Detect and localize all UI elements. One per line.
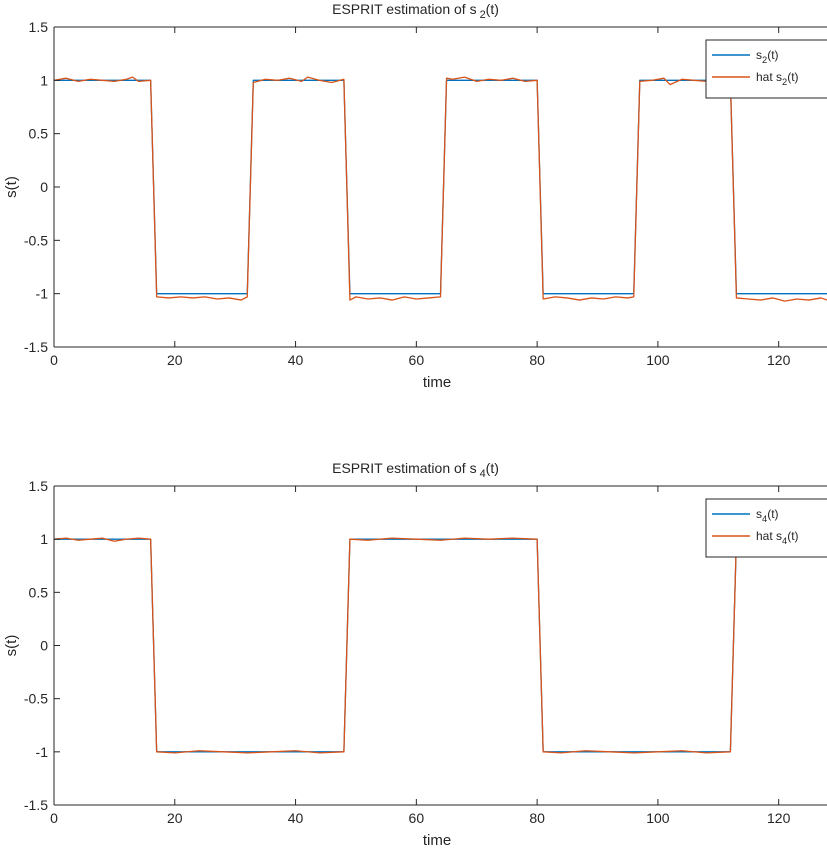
legend-label-0: s4(t) bbox=[756, 507, 779, 524]
x-tick-label: 80 bbox=[529, 810, 545, 826]
y-tick-label: -1.5 bbox=[24, 339, 48, 355]
title-tail: (t) bbox=[486, 460, 499, 476]
title-tail: (t) bbox=[486, 1, 499, 17]
x-tick-label: 100 bbox=[646, 352, 670, 368]
y-tick-label: -0.5 bbox=[24, 691, 48, 707]
x-tick-label: 0 bbox=[50, 352, 58, 368]
chart-s4: 0 20 40 60 80 100 120 1.5 1 0.5 0 -0.5 -1 -1.5 ESPRIT … bbox=[3, 460, 827, 849]
x-tick-label: 80 bbox=[529, 352, 545, 368]
y-tick-label: 0.5 bbox=[29, 584, 49, 600]
x-tick-label: 100 bbox=[646, 810, 670, 826]
y-tick-label: 1 bbox=[40, 72, 48, 88]
y-tick-label: -1 bbox=[36, 744, 49, 760]
legend-label-main: hat s bbox=[756, 70, 782, 84]
legend-label-tail: (t) bbox=[767, 48, 778, 62]
legend-box bbox=[705, 498, 827, 558]
x-tick-label: 40 bbox=[288, 810, 304, 826]
x-tick-label: 40 bbox=[288, 352, 304, 368]
x-tick-label: 20 bbox=[167, 352, 183, 368]
legend-box bbox=[705, 39, 827, 99]
legend: s2(t)hat s2(t) bbox=[705, 39, 827, 99]
legend-label-tail: (t) bbox=[787, 529, 798, 543]
legend-label-main: s bbox=[756, 48, 762, 62]
series-line-1 bbox=[53, 537, 827, 754]
x-tick-label: 120 bbox=[767, 352, 791, 368]
x-tick-label: 120 bbox=[767, 810, 791, 826]
legend-label-main: s bbox=[756, 507, 762, 521]
x-axis-label: time bbox=[423, 832, 451, 849]
y-tick-label: -1.5 bbox=[24, 797, 48, 813]
y-tick-label: 0.5 bbox=[29, 126, 49, 142]
y-tick-label: 0 bbox=[40, 179, 48, 195]
x-tick-label: 20 bbox=[167, 810, 183, 826]
y-tick-label: 1.5 bbox=[29, 478, 49, 494]
title-main: ESPRIT estimation of s bbox=[332, 1, 476, 17]
y-tick-label: 1 bbox=[40, 531, 48, 547]
y-tick-label: 0 bbox=[40, 638, 48, 654]
legend-label-1: hat s2(t) bbox=[756, 70, 799, 87]
chart-title: ESPRIT estimation of s 2(t) bbox=[332, 1, 499, 21]
series-line-1 bbox=[53, 76, 827, 302]
legend-label-tail: (t) bbox=[787, 70, 798, 84]
x-axis-label: time bbox=[423, 374, 451, 391]
title-main: ESPRIT estimation of s bbox=[332, 460, 476, 476]
x-tick-label: 0 bbox=[50, 810, 58, 826]
title-subscript: 4 bbox=[480, 468, 486, 480]
y-axis-label: s(t) bbox=[3, 635, 20, 657]
legend-label-subscript: 2 bbox=[762, 55, 767, 65]
y-tick-label: 1.5 bbox=[29, 19, 49, 35]
legend-label-subscript: 2 bbox=[782, 77, 787, 87]
y-axis-label: s(t) bbox=[3, 176, 20, 198]
legend-label-1: hat s4(t) bbox=[756, 529, 799, 546]
legend-label-main: hat s bbox=[756, 529, 782, 543]
legend-label-tail: (t) bbox=[767, 507, 778, 521]
y-tick-label: -0.5 bbox=[24, 232, 48, 248]
x-tick-label: 60 bbox=[409, 810, 425, 826]
y-tick-label: -1 bbox=[36, 286, 49, 302]
x-tick-label: 60 bbox=[409, 352, 425, 368]
legend-label-subscript: 4 bbox=[782, 536, 787, 546]
title-subscript: 2 bbox=[480, 9, 486, 21]
legend-label-0: s2(t) bbox=[756, 48, 779, 65]
legend-label-subscript: 4 bbox=[762, 514, 767, 524]
legend: s4(t)hat s4(t) bbox=[705, 498, 827, 558]
chart-s2: 0 20 40 60 80 100 120 1.5 1 0.5 0 -0.5 -1 -1.5 ESPRIT … bbox=[3, 1, 827, 391]
chart-title: ESPRIT estimation of s 4(t) bbox=[332, 460, 499, 480]
